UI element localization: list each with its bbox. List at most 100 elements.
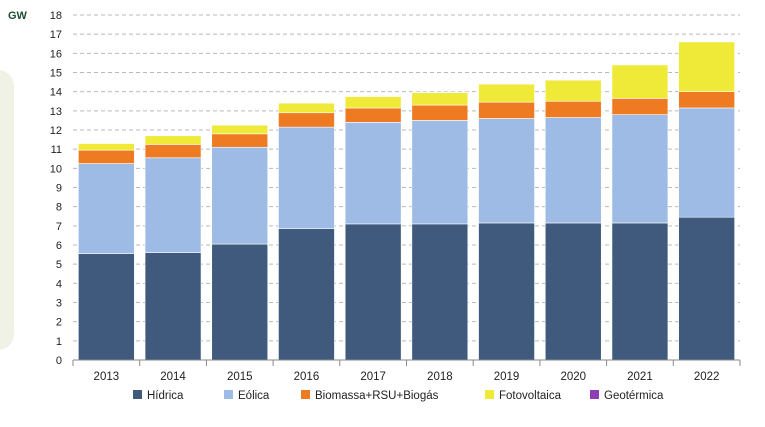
- bar-stack-2019: [478, 83, 535, 361]
- y-tick-label: 15: [50, 68, 62, 80]
- bar-segment: [344, 107, 402, 123]
- bar-segment: [544, 100, 602, 118]
- bar-segment: [278, 102, 335, 104]
- bar-segment: [611, 98, 669, 115]
- bars: [78, 40, 735, 361]
- bar-segment: [411, 120, 469, 225]
- bar-segment: [211, 124, 269, 126]
- bar-segment: [678, 91, 735, 109]
- y-tick-label: 2: [56, 317, 62, 329]
- legend-item: Eólica: [224, 390, 270, 402]
- bar-stack-2015: [211, 124, 269, 361]
- legend-swatch: [133, 390, 142, 399]
- bar-segment: [144, 144, 202, 159]
- y-tick-label: 16: [50, 48, 62, 60]
- bar-stack-2021: [611, 63, 669, 361]
- bar-segment: [544, 79, 602, 81]
- bar-stack-2016: [278, 102, 335, 361]
- y-tick-label: 5: [56, 259, 62, 271]
- legend-item: Fotovoltaica: [485, 390, 562, 402]
- bar-segment: [144, 135, 202, 145]
- bar-stack-2014: [144, 134, 202, 361]
- y-tick-label: 11: [51, 144, 62, 156]
- bar-segment: [478, 222, 535, 361]
- bar-segment: [478, 83, 535, 85]
- x-tick-label: 2020: [560, 371, 586, 383]
- legend-label: Fotovoltaica: [499, 390, 562, 402]
- legend-label: Biomassa+RSU+Biogás: [315, 390, 439, 402]
- bar-segment: [678, 107, 735, 218]
- y-tick-label: 7: [56, 221, 62, 233]
- bar-segment: [678, 216, 735, 361]
- side-panel-decoration: [0, 70, 14, 350]
- y-tick-label: 3: [56, 298, 62, 310]
- x-tick-label: 2017: [360, 371, 386, 383]
- bar-segment: [678, 40, 735, 43]
- legend-item: Hídrica: [133, 390, 184, 402]
- legend-label: Hídrica: [147, 390, 184, 402]
- bar-segment: [344, 122, 402, 225]
- bar-segment: [411, 92, 469, 106]
- bar-segment: [211, 133, 269, 148]
- y-tick-label: 17: [50, 29, 62, 41]
- y-tick-label: 9: [56, 183, 62, 195]
- bar-segment: [478, 101, 535, 119]
- bar-segment: [278, 228, 335, 361]
- bar-segment: [411, 91, 469, 93]
- legend-label: Geotérmica: [604, 390, 664, 402]
- legend-swatch: [301, 390, 310, 399]
- y-tick-label: 8: [56, 202, 62, 214]
- x-tick-label: 2014: [160, 371, 186, 383]
- bar-segment: [278, 102, 335, 114]
- legend-swatch: [224, 390, 233, 399]
- y-tick-label: 0: [56, 355, 62, 367]
- bar-stack-2018: [411, 91, 469, 361]
- bar-stack-2017: [344, 95, 402, 361]
- unit-label: GW: [8, 10, 28, 22]
- y-tick-label: 12: [50, 125, 62, 137]
- y-tick-label: 14: [50, 87, 62, 99]
- bar-segment: [144, 157, 202, 253]
- legend-item: Biomassa+RSU+Biogás: [301, 390, 439, 402]
- bar-stack-2022: [678, 40, 735, 361]
- legend: Hídrica Eólica Biomassa+RSU+Biogás Fotovolt…: [133, 390, 664, 402]
- bar-segment: [678, 41, 735, 92]
- bar-segment: [78, 142, 135, 144]
- bar-segment: [278, 126, 335, 230]
- y-tick-label: 18: [50, 10, 62, 22]
- bar-segment: [411, 223, 469, 361]
- x-tick-label: 2021: [627, 371, 653, 383]
- bar-segment: [278, 112, 335, 128]
- bar-segment: [611, 63, 669, 66]
- x-tick-label: 2013: [94, 371, 120, 383]
- legend-swatch: [485, 390, 494, 399]
- bar-segment: [611, 114, 669, 224]
- bar-segment: [344, 95, 402, 97]
- bar-segment: [478, 83, 535, 103]
- y-tick-label: 10: [50, 163, 62, 175]
- bar-stack-2013: [78, 142, 135, 361]
- legend-swatch: [590, 390, 599, 399]
- bar-segment: [544, 79, 602, 102]
- bar-segment: [78, 143, 135, 151]
- x-tick-label: 2015: [227, 371, 253, 383]
- bar-segment: [211, 243, 269, 361]
- bar-stack-2020: [544, 79, 602, 361]
- x-axis: 2013 2014 2015 2016 2017 2018 2019 2020 2021 2022: [72, 359, 741, 383]
- bar-segment: [344, 96, 402, 109]
- y-tick-label: 1: [56, 336, 62, 348]
- x-tick-label: 2022: [694, 371, 720, 383]
- legend-item: Geotérmica: [590, 390, 664, 402]
- bar-segment: [211, 146, 269, 245]
- y-tick-label: 6: [56, 240, 62, 252]
- bar-segment: [611, 222, 669, 361]
- bar-segment: [78, 149, 135, 164]
- x-tick-label: 2019: [494, 371, 520, 383]
- bar-segment: [144, 252, 202, 361]
- bar-segment: [544, 117, 602, 224]
- bar-segment: [211, 124, 269, 135]
- x-tick-label: 2018: [427, 371, 453, 383]
- legend-label: Eólica: [238, 390, 270, 402]
